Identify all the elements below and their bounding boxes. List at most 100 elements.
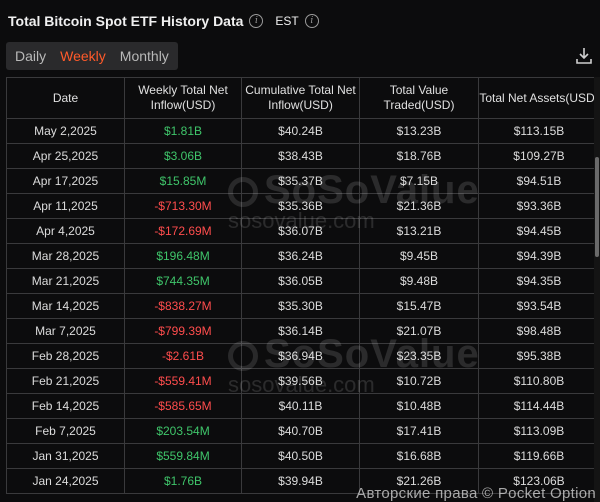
table-row: Mar 21,2025 $744.35M $36.05B $9.48B $94.35B bbox=[6, 268, 594, 294]
cumulative-inflow-cell: $35.36B bbox=[241, 193, 360, 219]
table-row: Feb 21,2025 -$559.41M $39.56B $10.72B $110.8… bbox=[6, 368, 594, 394]
net-assets-cell: $109.27B bbox=[478, 143, 594, 169]
cumulative-inflow-cell: $35.37B bbox=[241, 168, 360, 194]
date-cell: Feb 7,2025 bbox=[6, 418, 125, 444]
cumulative-inflow-cell: $36.07B bbox=[241, 218, 360, 244]
column-header-value-traded[interactable]: Total Value Traded(USD) bbox=[359, 77, 479, 119]
table-row: May 2,2025 $1.81B $40.24B $13.23B $113.15B bbox=[6, 118, 594, 144]
date-cell: Jan 31,2025 bbox=[6, 443, 125, 469]
weekly-inflow-cell: $15.85M bbox=[124, 168, 242, 194]
table-row: Apr 25,2025 $3.06B $38.43B $18.76B $109.27B bbox=[6, 143, 594, 169]
net-assets-cell: $110.80B bbox=[478, 368, 594, 394]
net-assets-cell: $119.66B bbox=[478, 443, 594, 469]
date-cell: Feb 21,2025 bbox=[6, 368, 125, 394]
net-assets-cell: $98.48B bbox=[478, 318, 594, 344]
table-row: Apr 17,2025 $15.85M $35.37B $7.15B $94.51B bbox=[6, 168, 594, 194]
value-traded-cell: $13.23B bbox=[359, 118, 479, 144]
page-title: Total Bitcoin Spot ETF History Data bbox=[8, 13, 244, 29]
cumulative-inflow-cell: $40.11B bbox=[241, 393, 360, 419]
date-cell: Mar 28,2025 bbox=[6, 243, 125, 269]
net-assets-cell: $94.35B bbox=[478, 268, 594, 294]
column-header-weekly-inflow[interactable]: Weekly Total Net Inflow(USD) bbox=[124, 77, 242, 119]
date-cell: Apr 11,2025 bbox=[6, 193, 125, 219]
date-cell: Mar 14,2025 bbox=[6, 293, 125, 319]
value-traded-cell: $17.41B bbox=[359, 418, 479, 444]
column-header-net-assets[interactable]: Total Net Assets(USD) bbox=[478, 77, 594, 119]
value-traded-cell: $13.21B bbox=[359, 218, 479, 244]
weekly-inflow-cell: -$172.69M bbox=[124, 218, 242, 244]
date-cell: Feb 28,2025 bbox=[6, 343, 125, 369]
value-traded-cell: $23.35B bbox=[359, 343, 479, 369]
tab-monthly[interactable]: Monthly bbox=[119, 48, 169, 64]
net-assets-cell: $95.38B bbox=[478, 343, 594, 369]
table-row: Feb 28,2025 -$2.61B $36.94B $23.35B $95.38B bbox=[6, 343, 594, 369]
cumulative-inflow-cell: $38.43B bbox=[241, 143, 360, 169]
table-header-row: Date Weekly Total Net Inflow(USD) Cumula… bbox=[6, 77, 594, 119]
net-assets-cell: $114.44B bbox=[478, 393, 594, 419]
value-traded-cell: $10.48B bbox=[359, 393, 479, 419]
weekly-inflow-cell: $744.35M bbox=[124, 268, 242, 294]
net-assets-cell: $113.09B bbox=[478, 418, 594, 444]
cumulative-inflow-cell: $40.50B bbox=[241, 443, 360, 469]
net-assets-cell: $94.39B bbox=[478, 243, 594, 269]
value-traded-cell: $21.26B bbox=[359, 468, 479, 494]
weekly-inflow-cell: $203.54M bbox=[124, 418, 242, 444]
net-assets-cell: $94.45B bbox=[478, 218, 594, 244]
download-icon[interactable] bbox=[574, 46, 594, 66]
weekly-inflow-cell: $196.48M bbox=[124, 243, 242, 269]
cumulative-inflow-cell: $40.24B bbox=[241, 118, 360, 144]
table-row: Feb 14,2025 -$585.65M $40.11B $10.48B $114.4… bbox=[6, 393, 594, 419]
timezone-info-icon[interactable]: i bbox=[304, 14, 319, 28]
weekly-inflow-cell: -$799.39M bbox=[124, 318, 242, 344]
info-icon[interactable]: i bbox=[249, 14, 264, 28]
period-tabs: Daily Weekly Monthly bbox=[6, 42, 178, 70]
weekly-inflow-cell: $1.76B bbox=[124, 468, 242, 494]
value-traded-cell: $21.07B bbox=[359, 318, 479, 344]
timezone-label: EST bbox=[275, 14, 299, 28]
cumulative-inflow-cell: $36.24B bbox=[241, 243, 360, 269]
cumulative-inflow-cell: $39.56B bbox=[241, 368, 360, 394]
cumulative-inflow-cell: $39.94B bbox=[241, 468, 360, 494]
value-traded-cell: $10.72B bbox=[359, 368, 479, 394]
weekly-inflow-cell: -$2.61B bbox=[124, 343, 242, 369]
weekly-inflow-cell: $3.06B bbox=[124, 143, 242, 169]
date-cell: Mar 21,2025 bbox=[6, 268, 125, 294]
date-cell: Apr 4,2025 bbox=[6, 218, 125, 244]
net-assets-cell: $123.06B bbox=[478, 468, 594, 494]
tab-weekly[interactable]: Weekly bbox=[60, 48, 106, 64]
value-traded-cell: $9.48B bbox=[359, 268, 479, 294]
column-header-cumulative-inflow[interactable]: Cumulative Total Net Inflow(USD) bbox=[241, 77, 360, 119]
net-assets-cell: $94.51B bbox=[478, 168, 594, 194]
history-table-container: Date Weekly Total Net Inflow(USD) Cumula… bbox=[6, 77, 594, 502]
table-row: Mar 7,2025 -$799.39M $36.14B $21.07B $98.48B bbox=[6, 318, 594, 344]
value-traded-cell: $9.45B bbox=[359, 243, 479, 269]
weekly-inflow-cell: -$559.41M bbox=[124, 368, 242, 394]
weekly-inflow-cell: -$713.30M bbox=[124, 193, 242, 219]
scrollbar-thumb[interactable] bbox=[595, 157, 599, 257]
tab-daily[interactable]: Daily bbox=[15, 48, 47, 64]
table-row: Feb 7,2025 $203.54M $40.70B $17.41B $113.09B bbox=[6, 418, 594, 444]
cumulative-inflow-cell: $36.14B bbox=[241, 318, 360, 344]
history-table: Date Weekly Total Net Inflow(USD) Cumula… bbox=[6, 77, 594, 494]
copyright-notice: Авторские права © Pocket Option bbox=[356, 485, 596, 502]
column-header-date[interactable]: Date bbox=[6, 77, 125, 119]
table-row: Mar 28,2025 $196.48M $36.24B $9.45B $94.39B bbox=[6, 243, 594, 269]
value-traded-cell: $21.36B bbox=[359, 193, 479, 219]
weekly-inflow-cell: -$838.27M bbox=[124, 293, 242, 319]
table-row: Jan 24,2025 $1.76B $39.94B $21.26B $123.06B bbox=[6, 468, 594, 494]
date-cell: Jan 24,2025 bbox=[6, 468, 125, 494]
table-row: Jan 31,2025 $559.84M $40.50B $16.68B $119.66… bbox=[6, 443, 594, 469]
date-cell: Feb 14,2025 bbox=[6, 393, 125, 419]
cumulative-inflow-cell: $36.94B bbox=[241, 343, 360, 369]
weekly-inflow-cell: $1.81B bbox=[124, 118, 242, 144]
table-row: Apr 4,2025 -$172.69M $36.07B $13.21B $94.45B bbox=[6, 218, 594, 244]
value-traded-cell: $15.47B bbox=[359, 293, 479, 319]
table-row: Apr 11,2025 -$713.30M $35.36B $21.36B $93.36… bbox=[6, 193, 594, 219]
table-body: May 2,2025 $1.81B $40.24B $13.23B $113.15B Ap… bbox=[6, 118, 594, 494]
value-traded-cell: $16.68B bbox=[359, 443, 479, 469]
table-row: Mar 14,2025 -$838.27M $35.30B $15.47B $93.54… bbox=[6, 293, 594, 319]
scrollbar[interactable] bbox=[594, 77, 600, 502]
weekly-inflow-cell: -$585.65M bbox=[124, 393, 242, 419]
weekly-inflow-cell: $559.84M bbox=[124, 443, 242, 469]
net-assets-cell: $93.54B bbox=[478, 293, 594, 319]
